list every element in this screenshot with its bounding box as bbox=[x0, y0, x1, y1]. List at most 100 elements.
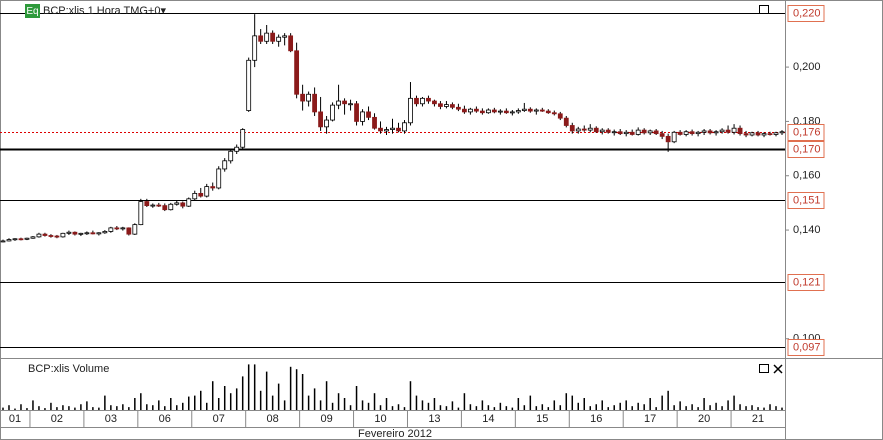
candle-body bbox=[252, 35, 258, 61]
candle-body bbox=[234, 146, 240, 152]
x-tick-label: 03 bbox=[105, 413, 117, 425]
candle-body bbox=[288, 35, 294, 52]
candle-body bbox=[414, 97, 419, 105]
candle-body bbox=[641, 129, 647, 134]
x-tick-label: 01 bbox=[9, 413, 21, 425]
candle-body bbox=[120, 227, 126, 230]
candle-body bbox=[569, 125, 575, 132]
candle-body bbox=[300, 93, 306, 102]
level-label: 0,176 bbox=[793, 126, 821, 138]
level-box bbox=[787, 339, 825, 356]
level-box bbox=[787, 274, 825, 291]
candle-body bbox=[593, 127, 599, 133]
x-tick-label: 14 bbox=[482, 413, 494, 425]
candle-body bbox=[366, 111, 371, 118]
candle-body bbox=[408, 97, 413, 124]
candle-body bbox=[270, 32, 276, 42]
candle-body bbox=[761, 133, 767, 136]
candle-body bbox=[264, 32, 270, 42]
badge: Eq bbox=[26, 6, 38, 17]
candle-body bbox=[473, 108, 479, 112]
candle-body bbox=[324, 119, 329, 128]
candle-body bbox=[228, 150, 234, 162]
level-box bbox=[787, 124, 825, 141]
candle-body bbox=[180, 202, 186, 207]
candle-body bbox=[402, 122, 407, 132]
level-label: 0,097 bbox=[793, 341, 821, 353]
candle-body bbox=[96, 232, 102, 235]
candle-body bbox=[186, 198, 192, 207]
candle-body bbox=[563, 117, 569, 126]
candle-body bbox=[456, 106, 461, 110]
candle-body bbox=[432, 100, 437, 105]
x-tick-label: 20 bbox=[698, 413, 710, 425]
candle-body bbox=[557, 113, 563, 119]
candle-body bbox=[527, 108, 533, 112]
candle-body bbox=[18, 238, 24, 241]
candle-body bbox=[713, 131, 719, 134]
volume-title: BCP:xlis Volume bbox=[28, 363, 109, 375]
candle-body bbox=[348, 103, 353, 106]
candle-body bbox=[150, 204, 156, 207]
candle-body bbox=[6, 239, 12, 242]
candle-body bbox=[162, 205, 168, 211]
candle-body bbox=[84, 232, 90, 235]
candle-body bbox=[48, 235, 54, 237]
x-tick-label: 13 bbox=[428, 413, 440, 425]
candle-body bbox=[468, 108, 473, 113]
candle-body bbox=[246, 59, 252, 111]
candle-body bbox=[30, 236, 36, 239]
x-tick-label: 08 bbox=[267, 413, 279, 425]
candle-body bbox=[545, 110, 551, 114]
candle-body bbox=[72, 231, 78, 235]
candle-body bbox=[701, 130, 707, 133]
candle-body bbox=[755, 132, 761, 136]
candle-body bbox=[719, 129, 725, 133]
candle-body bbox=[671, 131, 677, 143]
candle-body bbox=[216, 168, 222, 189]
candle-body bbox=[240, 129, 246, 148]
candle-body bbox=[737, 127, 743, 135]
candle-body bbox=[605, 129, 611, 133]
maximize-icon[interactable] bbox=[759, 364, 769, 373]
candle-body bbox=[276, 36, 282, 42]
level-box bbox=[787, 141, 825, 158]
candle-body bbox=[653, 130, 659, 135]
y-tick-label: 0,160 bbox=[793, 170, 821, 182]
close-icon[interactable] bbox=[773, 364, 783, 374]
candle-body bbox=[312, 93, 317, 113]
candle-body bbox=[384, 129, 389, 132]
candle-body bbox=[204, 186, 210, 197]
candle-body bbox=[731, 127, 737, 133]
candle-body bbox=[773, 132, 779, 135]
candle-body bbox=[60, 232, 66, 238]
candle-body bbox=[174, 202, 180, 205]
candle-body bbox=[689, 131, 695, 135]
candle-body bbox=[258, 35, 264, 42]
candle-body bbox=[420, 97, 425, 105]
candle-body bbox=[509, 111, 515, 114]
candle-body bbox=[677, 131, 683, 135]
x-tick-label: 09 bbox=[320, 413, 332, 425]
candle-body bbox=[749, 132, 755, 136]
candle-body bbox=[551, 112, 557, 115]
candle-body bbox=[533, 109, 539, 112]
candle-body bbox=[695, 131, 701, 135]
candle-body bbox=[683, 131, 689, 135]
candle-body bbox=[629, 131, 635, 135]
level-box bbox=[787, 5, 825, 22]
candle-body bbox=[659, 133, 665, 137]
candle-body bbox=[396, 127, 401, 132]
candle-body bbox=[54, 235, 60, 238]
candle-body bbox=[725, 129, 731, 133]
maximize-icon[interactable] bbox=[759, 5, 769, 14]
level-label: 0,151 bbox=[793, 194, 821, 206]
candle-body bbox=[497, 110, 503, 113]
candle-body bbox=[114, 227, 120, 230]
chart-title: BCP:xlis 1 Hora TMG+0▾ bbox=[43, 5, 166, 17]
candle-body bbox=[503, 110, 509, 114]
x-tick-label: 07 bbox=[213, 413, 225, 425]
level-label: 0,170 bbox=[793, 143, 821, 155]
